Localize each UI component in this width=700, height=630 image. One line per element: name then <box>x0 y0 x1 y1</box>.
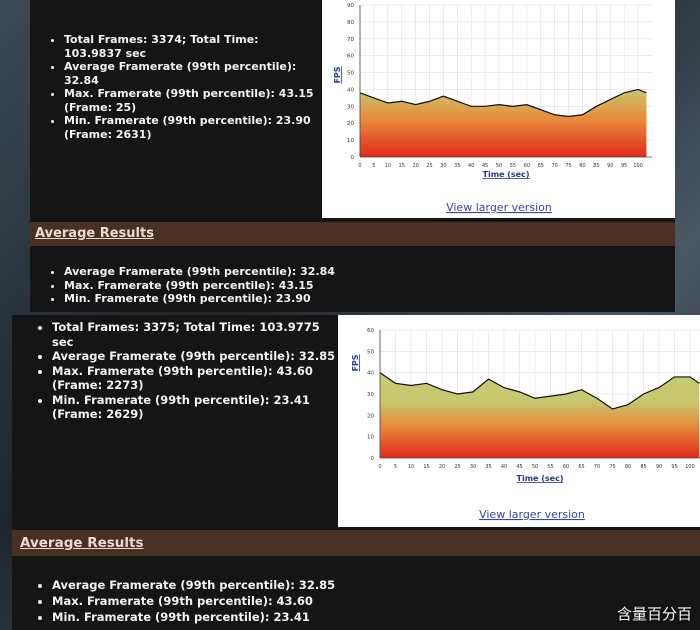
stat: Max. Framerate (99th percentile): 43.15 … <box>64 87 319 114</box>
stats-list: Total Frames: 3375; Total Time: 103.9775… <box>40 320 337 422</box>
x-tick-label: 50 <box>496 163 502 169</box>
y-tick-label: 80 <box>347 20 354 26</box>
x-axis-label: Time (sec) <box>517 474 564 483</box>
x-tick-label: 30 <box>440 163 446 169</box>
x-tick-label: 80 <box>625 464 631 470</box>
link[interactable]: View larger version <box>446 201 552 214</box>
average: Max. Framerate (99th percentile): 43.15 <box>64 279 364 293</box>
stats-list: Total Frames: 3374; Total Time: 103.9837… <box>52 33 319 141</box>
line <box>359 88 647 118</box>
y-axis-label: FPS <box>333 66 342 83</box>
y-tick-label: 90 <box>347 3 354 9</box>
stat: Min. Framerate (99th percentile): 23.41 … <box>52 393 337 422</box>
x-tick-label: 0 <box>358 163 361 169</box>
y-tick-label: 0 <box>351 155 355 161</box>
chart: 0 10 20 30 40 50 60 0 5 10 15 20 25 30 35 40 45 50 55 60 65 7… <box>338 315 700 527</box>
x-tick-label: 45 <box>516 464 522 470</box>
x-tick-label: 100 <box>633 163 643 169</box>
watermark: 含量百分百 <box>616 605 692 623</box>
x-tick-label: 75 <box>565 163 571 169</box>
average: Min. Framerate (99th percentile): 23.90 <box>64 292 364 306</box>
section-header: Average Results <box>12 530 700 556</box>
x-tick-label: 70 <box>594 464 600 470</box>
x-tick-label: 5 <box>394 464 397 470</box>
x-tick-label: 20 <box>412 163 418 169</box>
x-tick-label: 35 <box>485 464 491 470</box>
x-tick-label: 40 <box>501 464 507 470</box>
x-tick-label: 40 <box>468 163 474 169</box>
x-tick-label: 10 <box>408 464 414 470</box>
x-tick-label: 60 <box>524 163 530 169</box>
y-tick-label: 20 <box>367 413 374 419</box>
area <box>360 89 647 157</box>
area <box>380 372 700 458</box>
averages-list: Average Framerate (99th percentile): 32.… <box>52 265 364 306</box>
x-tick-label: 65 <box>538 163 544 169</box>
x-tick-label: 30 <box>470 464 476 470</box>
y-tick-label: 10 <box>347 138 354 144</box>
x-tick-label: 100 <box>685 464 695 470</box>
x-tick-label: 0 <box>378 464 381 470</box>
average: Average Framerate (99th percentile): 32.… <box>64 265 364 279</box>
average: Max. Framerate (99th percentile): 43.60 <box>52 593 382 609</box>
x-tick-label: 5 <box>372 163 375 169</box>
x-tick-label: 90 <box>607 163 613 169</box>
x-tick-label: 25 <box>426 163 432 169</box>
x-tick-label: 95 <box>671 464 677 470</box>
chart: 0 10 20 30 40 50 60 70 80 90 0 5 10 15 20 25 30 35 40 45 50 5… <box>322 0 675 218</box>
stat: Average Framerate (99th percentile): 32.… <box>52 349 337 364</box>
y-tick-label: 30 <box>367 392 374 398</box>
x-axis-label: Time (sec) <box>483 170 530 179</box>
x-tick-label: 55 <box>510 163 516 169</box>
y-tick-label: 50 <box>347 71 354 77</box>
link[interactable]: View larger version <box>479 508 585 521</box>
x-tick-label: 45 <box>482 163 488 169</box>
y-tick-label: 40 <box>347 87 354 93</box>
x-tick-label: 10 <box>385 163 391 169</box>
x-tick-label: 50 <box>532 464 538 470</box>
x-tick-label: 15 <box>399 163 405 169</box>
y-tick-label: 40 <box>367 371 374 377</box>
stat: Average Framerate (99th percentile): 32.… <box>64 60 319 87</box>
stat: Total Frames: 3374; Total Time: 103.9837… <box>64 33 319 60</box>
x-tick-label: 70 <box>551 163 557 169</box>
x-tick-label: 90 <box>656 464 662 470</box>
x-tick-label: 75 <box>609 464 615 470</box>
average: Average Framerate (99th percentile): 32.… <box>52 577 382 593</box>
x-tick-label: 15 <box>423 464 429 470</box>
line <box>379 372 700 410</box>
y-tick-label: 50 <box>367 349 374 355</box>
stat: Total Frames: 3375; Total Time: 103.9775… <box>52 320 337 349</box>
x-tick-label: 65 <box>578 464 584 470</box>
x-tick-label: 20 <box>439 464 445 470</box>
y-tick-label: 20 <box>347 121 354 127</box>
x-tick-label: 55 <box>547 464 553 470</box>
y-tick-label: 10 <box>367 435 374 441</box>
x-tick-label: 85 <box>593 163 599 169</box>
y-tick-label: 70 <box>347 37 354 43</box>
x-tick-label: 60 <box>563 464 569 470</box>
x-tick-label: 80 <box>579 163 585 169</box>
stat: Min. Framerate (99th percentile): 23.90 … <box>64 114 319 141</box>
average: Min. Framerate (99th percentile): 23.41 <box>52 609 382 625</box>
y-tick-label: 30 <box>347 104 354 110</box>
y-tick-label: 60 <box>347 54 354 60</box>
averages-list: Average Framerate (99th percentile): 32.… <box>40 577 382 625</box>
y-tick-label: 0 <box>371 456 375 462</box>
section-header: Average Results <box>30 222 675 246</box>
y-tick-label: 60 <box>367 328 374 334</box>
x-tick-label: 85 <box>640 464 646 470</box>
y-axis-label: FPS <box>351 354 360 371</box>
x-tick-label: 35 <box>454 163 460 169</box>
stat: Max. Framerate (99th percentile): 43.60 … <box>52 364 337 393</box>
x-tick-label: 25 <box>454 464 460 470</box>
x-tick-label: 95 <box>621 163 627 169</box>
